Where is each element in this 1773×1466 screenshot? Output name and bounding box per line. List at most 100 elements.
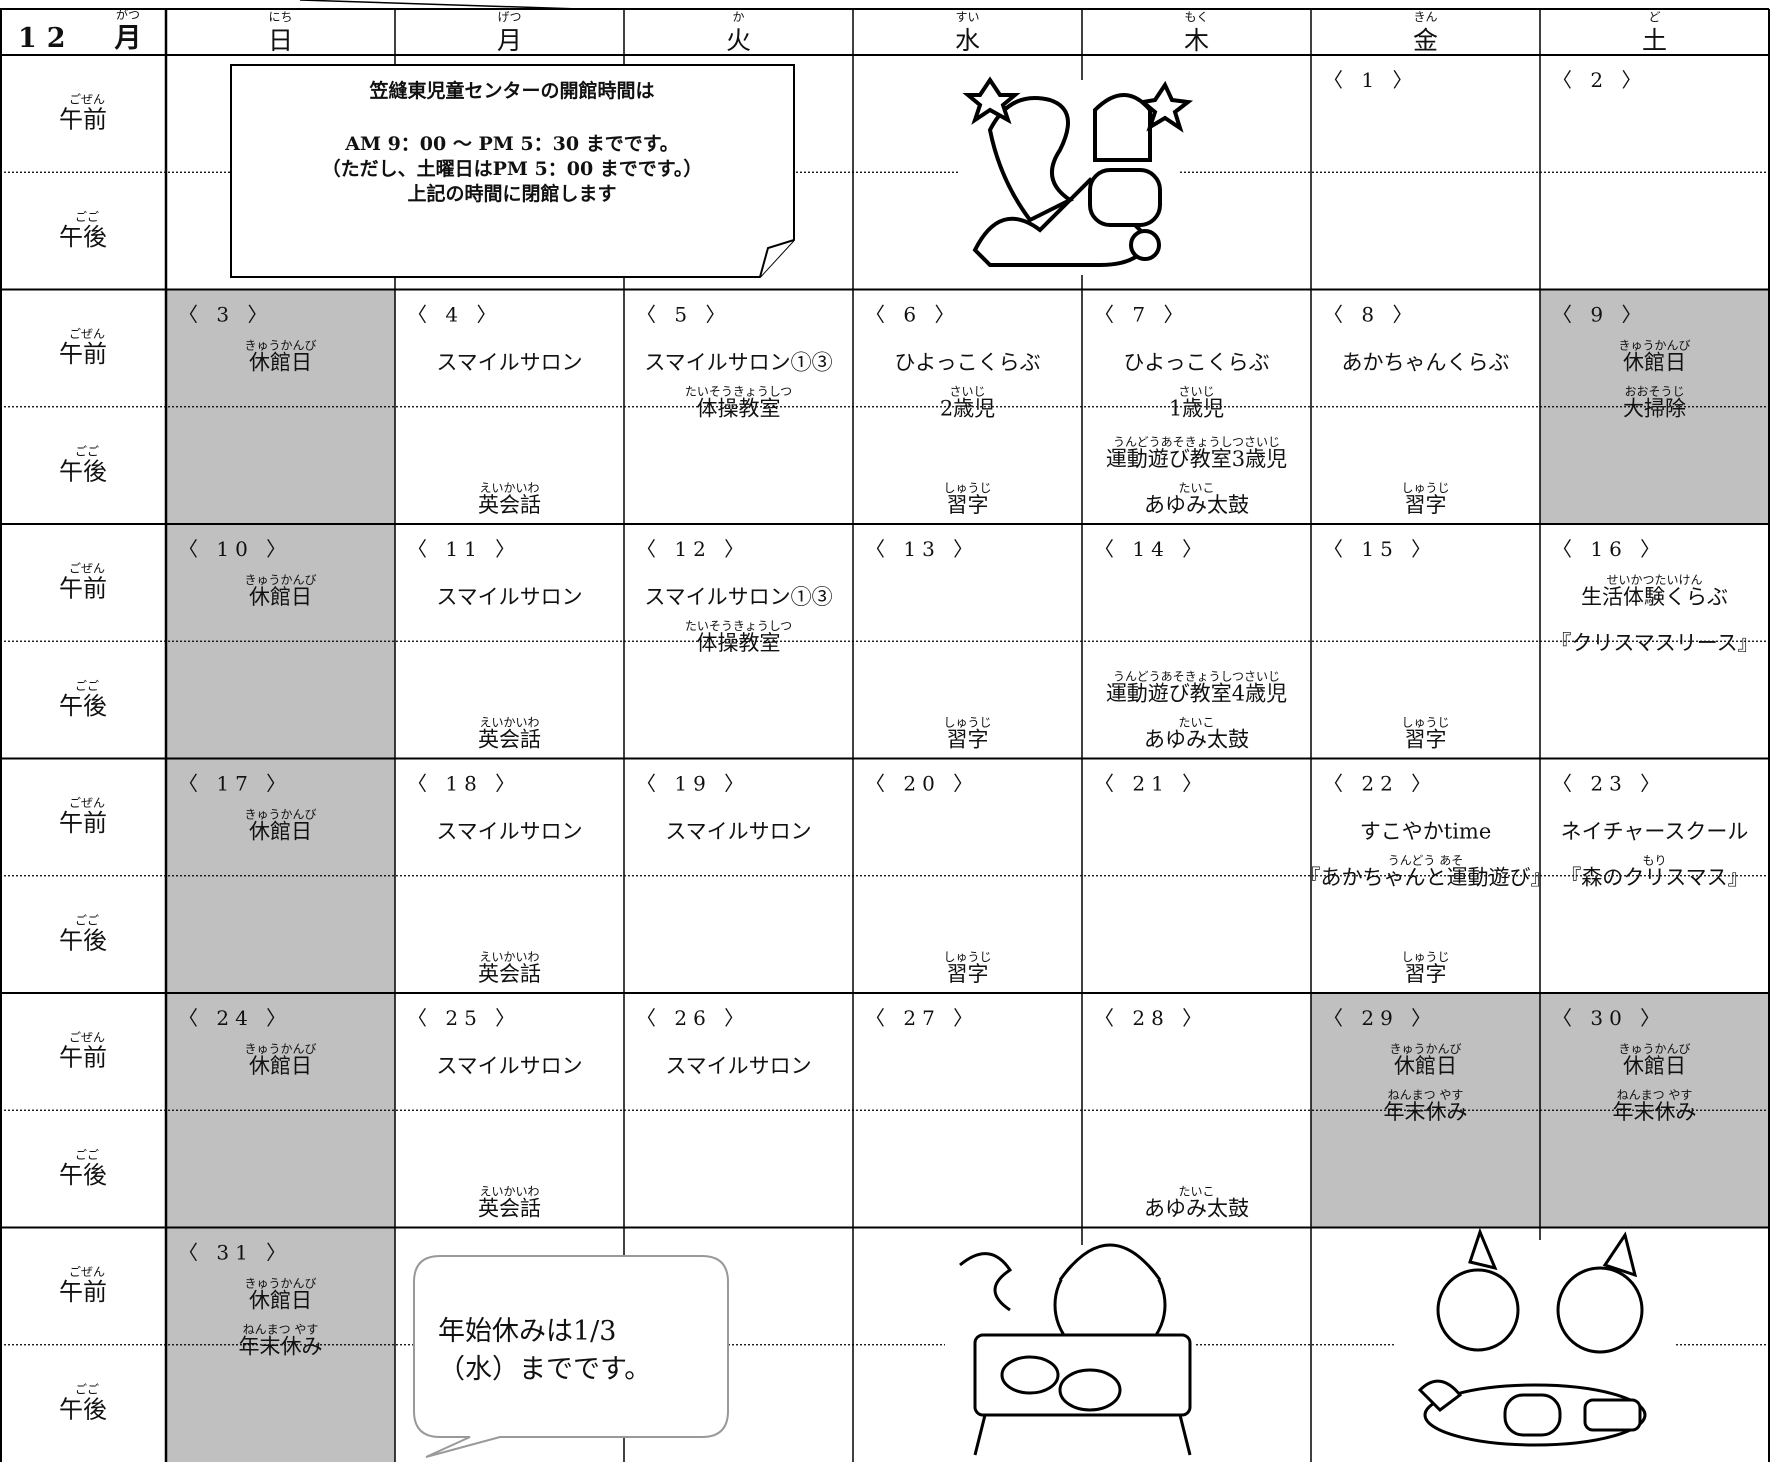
half-label: 午前 (59, 1044, 107, 1072)
date: 〈 20 〉 (865, 772, 979, 796)
ruby: おおそうじ (1624, 385, 1684, 399)
event: 休館日 (249, 1054, 312, 1078)
event: 英会話 (478, 728, 541, 752)
date: 〈 11 〉 (407, 537, 521, 561)
ruby: しゅうじ (943, 950, 991, 964)
date: 〈 12 〉 (636, 537, 750, 561)
ruby: えいかいわ (479, 481, 539, 495)
event: 1歳児 (1169, 397, 1224, 421)
event: スマイルサロン①③ (644, 585, 832, 609)
date: 〈 17 〉 (178, 772, 292, 796)
ruby: えいかいわ (479, 950, 539, 964)
date: 〈 9 〉 (1552, 303, 1647, 327)
ruby: たいこ (1178, 1185, 1214, 1199)
date: 〈 13 〉 (865, 537, 979, 561)
date: 〈 4 〉 (407, 303, 502, 327)
date: 〈 3 〉 (178, 303, 273, 327)
event: ひよっこくらぶ (1123, 351, 1269, 375)
event: 年末休み (239, 1335, 323, 1359)
day-name: 金 (1413, 26, 1438, 55)
event: スマイルサロン①③ (644, 351, 832, 375)
event: ひよっこくらぶ (894, 351, 1040, 375)
event: 体操教室 (697, 397, 781, 421)
date: 〈 24 〉 (178, 1006, 292, 1030)
half-ruby: ごご (75, 1381, 99, 1396)
ruby: たいそうきょうしつ (685, 385, 792, 399)
ruby: しゅうじ (943, 481, 991, 495)
month-ruby: がつ (116, 7, 140, 22)
date: 〈 27 〉 (865, 1006, 979, 1030)
half-label: 午前 (59, 340, 107, 368)
closed-cell (1540, 289, 1769, 524)
half-label: 午後 (59, 223, 107, 251)
day-ruby: ど (1648, 10, 1660, 24)
event: 英会話 (478, 1197, 541, 1221)
ruby: きゅうかんび (1618, 1042, 1690, 1056)
date: 〈 30 〉 (1552, 1006, 1666, 1030)
ruby: きゅうかんび (1618, 339, 1690, 353)
event: 休館日 (1623, 351, 1686, 375)
date: 〈 2 〉 (1552, 68, 1647, 92)
ruby: ねんまつ やす (1617, 1088, 1693, 1102)
ruby: しゅうじ (1401, 716, 1449, 730)
day-name: 月 (497, 26, 522, 55)
half-label: 午後 (59, 1395, 107, 1423)
bubble-line: （水）までです。 (438, 1354, 651, 1385)
day-ruby: もく (1184, 10, 1208, 24)
date: 〈 29 〉 (1323, 1006, 1437, 1030)
month-number: 12 (18, 23, 76, 54)
half-ruby: ごご (75, 1147, 99, 1162)
ruby: しゅうじ (1401, 481, 1449, 495)
half-ruby: ごぜん (69, 1030, 105, 1045)
ruby: さいじ (949, 385, 985, 399)
day-name: 木 (1184, 26, 1209, 55)
ruby: せいかつたいけん (1606, 573, 1702, 587)
day-ruby: すい (955, 10, 979, 24)
ruby: きゅうかんび (244, 339, 316, 353)
date: 〈 6 〉 (865, 303, 960, 327)
day-name: 日 (268, 26, 293, 55)
event: 習字 (947, 493, 989, 517)
grid (0, 8, 1770, 1462)
event: 英会話 (478, 962, 541, 986)
event: あゆみ太鼓 (1144, 728, 1249, 752)
event: すこやかtime (1360, 820, 1492, 844)
event: スマイルサロン (436, 351, 582, 375)
event: 『森のクリスマス』 (1560, 866, 1748, 890)
event: スマイルサロン (436, 820, 582, 844)
date: 〈 7 〉 (1094, 303, 1189, 327)
date: 〈 18 〉 (407, 772, 521, 796)
half-ruby: ごぜん (69, 1264, 105, 1279)
half-label: 午前 (59, 575, 107, 603)
date: 〈 16 〉 (1552, 537, 1666, 561)
illustration-cooking (945, 1243, 1195, 1462)
date: 〈 21 〉 (1094, 772, 1208, 796)
day-ruby: げつ (497, 10, 521, 24)
bubble-line: 年始休みは1/3 (438, 1316, 616, 1347)
event: 運動遊び教室4歳児 (1106, 682, 1287, 706)
ruby: さいじ (1178, 385, 1214, 399)
notice-box (230, 64, 795, 278)
ruby: しゅうじ (1401, 950, 1449, 964)
event: 習字 (1405, 962, 1447, 986)
date: 〈 14 〉 (1094, 537, 1208, 561)
arrow-stub (299, 0, 581, 10)
date: 〈 10 〉 (178, 537, 292, 561)
notice-title: 笠縫東児童センターの開館時間は (368, 79, 654, 102)
event: ネイチャースクール (1561, 820, 1749, 844)
event: 習字 (1405, 493, 1447, 517)
speech-bubble (413, 1255, 729, 1458)
half-label: 午後 (59, 1161, 107, 1189)
date: 〈 23 〉 (1552, 772, 1666, 796)
half-label: 午後 (59, 457, 107, 485)
date: 〈 8 〉 (1323, 303, 1418, 327)
ruby: ねんまつ やす (1388, 1088, 1464, 1102)
event: 休館日 (249, 585, 312, 609)
event: スマイルサロン (436, 1054, 582, 1078)
event: 休館日 (249, 351, 312, 375)
half-ruby: ごご (75, 912, 99, 927)
event: 習字 (947, 962, 989, 986)
event: 『クリスマスリース』 (1550, 631, 1758, 655)
event: スマイルサロン (665, 820, 811, 844)
notice-line: 上記の時間に閉館します (407, 182, 616, 205)
